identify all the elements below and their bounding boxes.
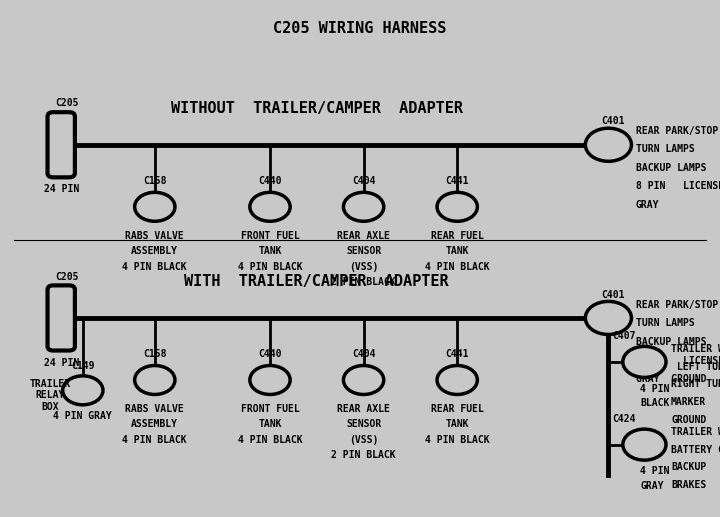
Text: RABS VALVE: RABS VALVE xyxy=(125,404,184,414)
FancyBboxPatch shape xyxy=(48,112,75,177)
Text: 4 PIN BLACK: 4 PIN BLACK xyxy=(425,262,490,271)
Text: 8 PIN   LICENSE LAMPS: 8 PIN LICENSE LAMPS xyxy=(636,356,720,366)
Text: TANK: TANK xyxy=(258,246,282,256)
Circle shape xyxy=(343,366,384,394)
Text: FRONT FUEL: FRONT FUEL xyxy=(240,404,300,414)
Text: C205: C205 xyxy=(55,98,79,109)
Text: WITH  TRAILER/CAMPER  ADAPTER: WITH TRAILER/CAMPER ADAPTER xyxy=(184,274,449,290)
Text: SENSOR: SENSOR xyxy=(346,419,381,429)
Text: 4 PIN BLACK: 4 PIN BLACK xyxy=(122,262,187,271)
FancyBboxPatch shape xyxy=(48,285,75,351)
Circle shape xyxy=(343,192,384,221)
Text: TRAILER WIRES: TRAILER WIRES xyxy=(671,427,720,437)
Text: RIGHT TURN: RIGHT TURN xyxy=(671,379,720,389)
Text: 4 PIN GRAY: 4 PIN GRAY xyxy=(53,411,112,421)
Text: C404: C404 xyxy=(352,176,375,186)
Text: TURN LAMPS: TURN LAMPS xyxy=(636,144,695,154)
Text: GROUND: GROUND xyxy=(671,415,706,424)
Text: TURN LAMPS: TURN LAMPS xyxy=(636,318,695,328)
Text: REAR PARK/STOP: REAR PARK/STOP xyxy=(636,300,718,310)
Circle shape xyxy=(585,301,631,334)
Text: C401: C401 xyxy=(601,290,625,300)
Text: (VSS): (VSS) xyxy=(349,435,378,445)
Text: C158: C158 xyxy=(143,176,166,186)
Text: C440: C440 xyxy=(258,349,282,359)
Circle shape xyxy=(437,192,477,221)
Text: C407: C407 xyxy=(612,331,636,341)
Text: 8 PIN   LICENSE LAMPS: 8 PIN LICENSE LAMPS xyxy=(636,181,720,191)
Text: C205: C205 xyxy=(55,271,79,282)
Circle shape xyxy=(250,366,290,394)
Text: 4 PIN: 4 PIN xyxy=(640,466,670,476)
Text: 4 PIN: 4 PIN xyxy=(640,384,670,393)
Text: ASSEMBLY: ASSEMBLY xyxy=(131,419,179,429)
Circle shape xyxy=(63,376,103,405)
Text: C441: C441 xyxy=(446,176,469,186)
Text: TANK: TANK xyxy=(446,246,469,256)
Text: BACKUP: BACKUP xyxy=(671,462,706,472)
Text: LEFT TURN: LEFT TURN xyxy=(671,362,720,372)
Text: C205 WIRING HARNESS: C205 WIRING HARNESS xyxy=(274,21,446,36)
Text: 4 PIN BLACK: 4 PIN BLACK xyxy=(122,435,187,445)
Text: C404: C404 xyxy=(352,349,375,359)
Text: BOX: BOX xyxy=(42,402,59,412)
Text: TANK: TANK xyxy=(446,419,469,429)
Text: RELAY: RELAY xyxy=(36,390,65,400)
Text: MARKER: MARKER xyxy=(671,397,706,407)
Text: SENSOR: SENSOR xyxy=(346,246,381,256)
Circle shape xyxy=(623,429,666,460)
Text: 2 PIN BLACK: 2 PIN BLACK xyxy=(331,450,396,460)
Text: FRONT FUEL: FRONT FUEL xyxy=(240,231,300,240)
Text: REAR FUEL: REAR FUEL xyxy=(431,231,484,240)
Text: GRAY  GROUND: GRAY GROUND xyxy=(636,374,706,384)
Text: TANK: TANK xyxy=(258,419,282,429)
Text: GRAY: GRAY xyxy=(636,200,660,210)
Circle shape xyxy=(135,192,175,221)
Text: 4 PIN BLACK: 4 PIN BLACK xyxy=(238,435,302,445)
Text: C441: C441 xyxy=(446,349,469,359)
Text: BACKUP LAMPS: BACKUP LAMPS xyxy=(636,337,706,347)
Text: C424: C424 xyxy=(612,414,636,424)
Text: BATTERY CHARGE: BATTERY CHARGE xyxy=(671,445,720,454)
Text: C149: C149 xyxy=(71,361,94,371)
Text: 4 PIN BLACK: 4 PIN BLACK xyxy=(425,435,490,445)
Text: ASSEMBLY: ASSEMBLY xyxy=(131,246,179,256)
Text: REAR AXLE: REAR AXLE xyxy=(337,404,390,414)
Text: TRAILER WIRES: TRAILER WIRES xyxy=(671,344,720,354)
Text: 24 PIN: 24 PIN xyxy=(44,358,78,368)
Text: BRAKES: BRAKES xyxy=(671,480,706,490)
Text: C158: C158 xyxy=(143,349,166,359)
Text: RABS VALVE: RABS VALVE xyxy=(125,231,184,240)
Text: C401: C401 xyxy=(601,116,625,126)
Text: TRAILER: TRAILER xyxy=(30,379,71,389)
Text: (VSS): (VSS) xyxy=(349,262,378,271)
Circle shape xyxy=(585,128,631,161)
Circle shape xyxy=(623,346,666,377)
Text: REAR FUEL: REAR FUEL xyxy=(431,404,484,414)
Text: REAR AXLE: REAR AXLE xyxy=(337,231,390,240)
Text: 4 PIN BLACK: 4 PIN BLACK xyxy=(238,262,302,271)
Text: WITHOUT  TRAILER/CAMPER  ADAPTER: WITHOUT TRAILER/CAMPER ADAPTER xyxy=(171,101,463,116)
Text: BLACK: BLACK xyxy=(640,398,670,408)
Text: REAR PARK/STOP: REAR PARK/STOP xyxy=(636,126,718,135)
Text: C440: C440 xyxy=(258,176,282,186)
Text: 24 PIN: 24 PIN xyxy=(44,184,78,194)
Text: GRAY: GRAY xyxy=(640,481,664,491)
Circle shape xyxy=(135,366,175,394)
Circle shape xyxy=(250,192,290,221)
Text: 2 PIN BLACK: 2 PIN BLACK xyxy=(331,277,396,287)
Text: BACKUP LAMPS: BACKUP LAMPS xyxy=(636,163,706,173)
Circle shape xyxy=(437,366,477,394)
